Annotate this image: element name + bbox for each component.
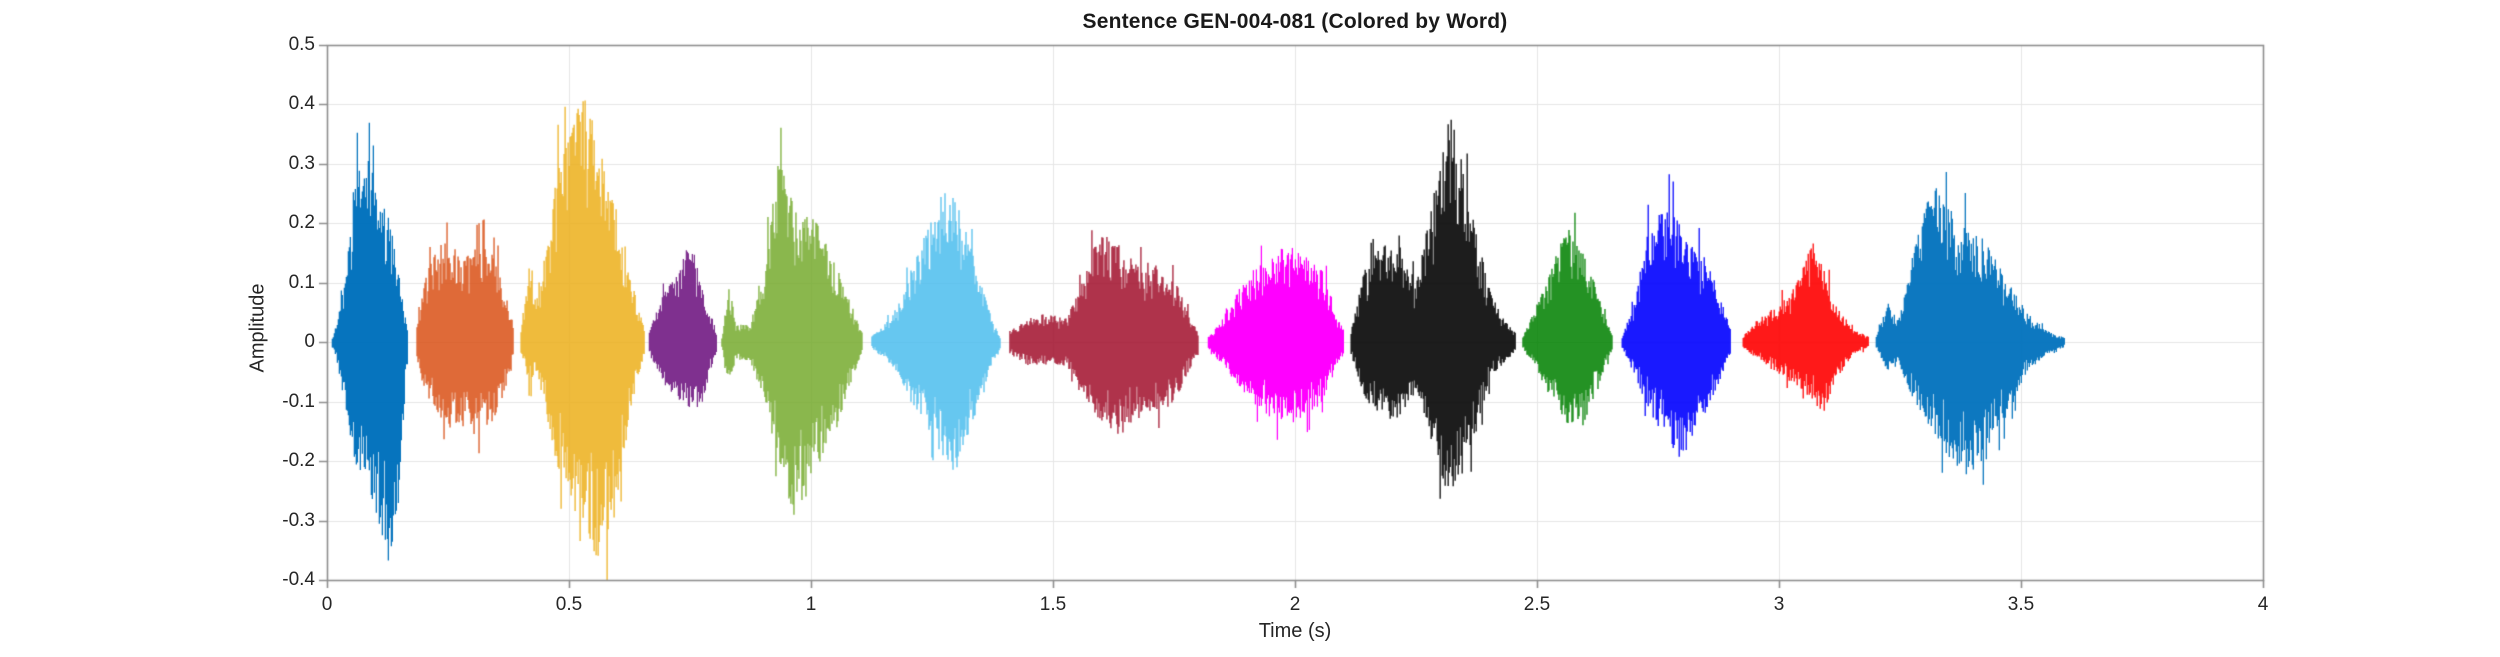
x-tick-label: 1 <box>805 594 817 615</box>
y-axis-label: Amplitude <box>246 283 269 373</box>
y-tick-label: 0.4 <box>288 93 315 115</box>
x-axis-label: Time (s) <box>1258 620 1332 642</box>
y-tick-label: -0.2 <box>282 450 315 472</box>
y-tick-label: 0 <box>304 331 315 353</box>
x-tick-label: 1.5 <box>1039 594 1067 615</box>
x-tick-label: 2.5 <box>1523 594 1551 615</box>
y-tick-label: 0.1 <box>288 271 315 293</box>
y-tick-label: 0.5 <box>288 34 315 55</box>
y-tick-label: 0.3 <box>288 152 315 174</box>
x-tick-label: 0 <box>321 594 333 615</box>
x-tick-label: 2 <box>1289 594 1301 615</box>
x-tick-label: 0.5 <box>555 594 583 615</box>
y-tick-label: -0.4 <box>282 569 315 590</box>
x-tick-label: 3 <box>1773 594 1785 615</box>
y-tick-label: 0.2 <box>288 212 315 234</box>
x-tick-label: 4 <box>2257 594 2269 615</box>
y-tick-label: -0.1 <box>282 390 315 412</box>
chart-title: Sentence GEN-004-081 (Colored by Word) <box>1082 10 1508 33</box>
y-tick-label: -0.3 <box>282 509 315 531</box>
x-tick-label: 3.5 <box>2007 594 2035 615</box>
